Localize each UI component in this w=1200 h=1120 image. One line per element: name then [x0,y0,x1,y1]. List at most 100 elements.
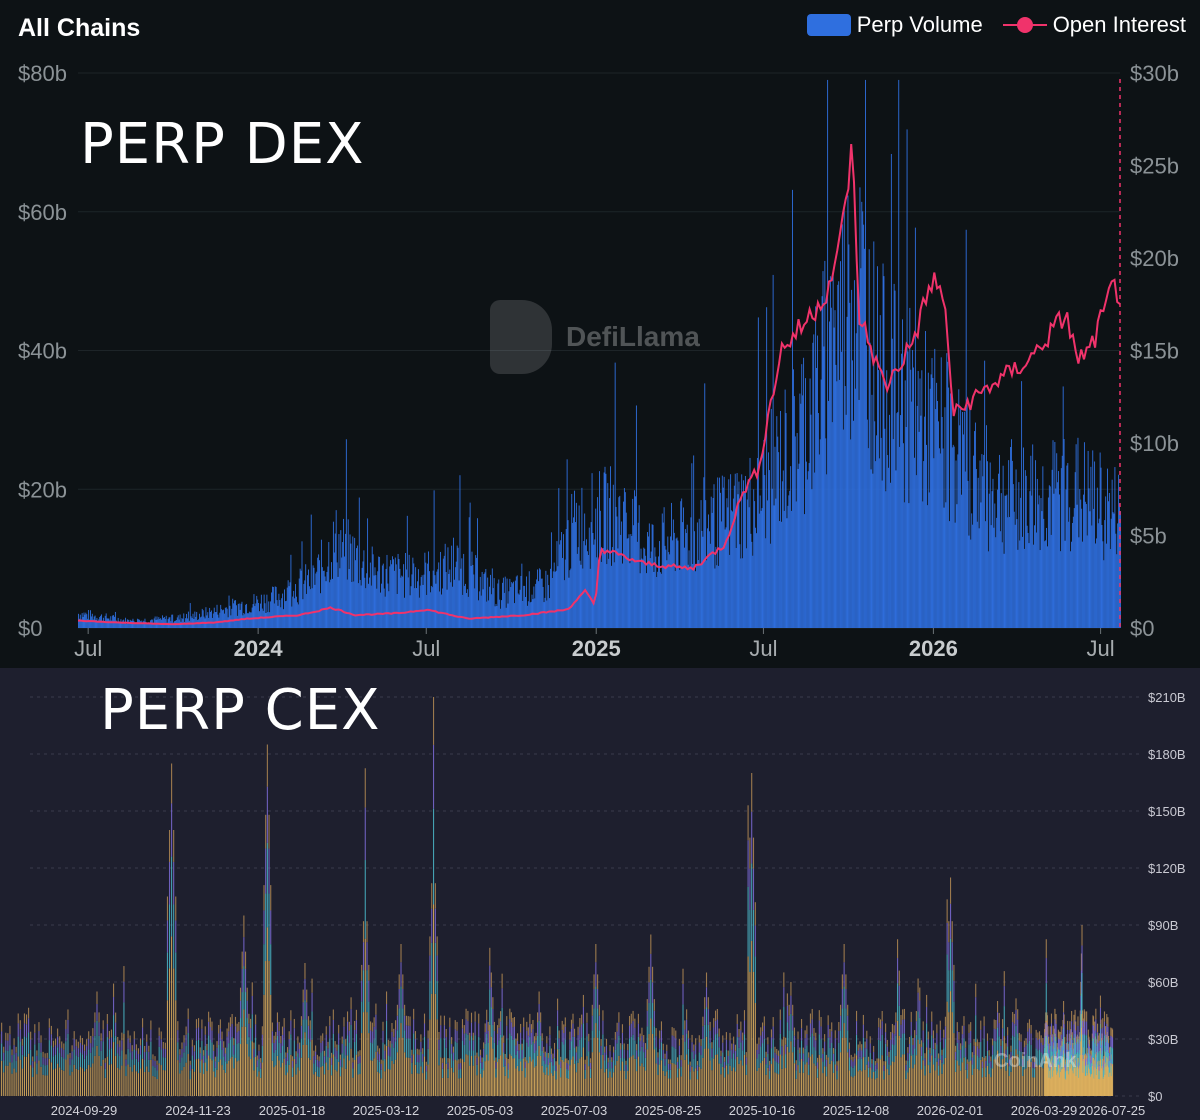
perp-volume-bar [406,515,408,628]
volume-bar-segment [438,1049,440,1066]
volume-bar-segment [630,1013,632,1024]
volume-bar-segment [268,893,270,962]
volume-bar-segment [572,1023,574,1037]
volume-bar-segment [270,885,272,911]
perp-volume-bar [123,619,125,628]
volume-bar-segment [801,1018,803,1029]
perp-volume-bar [256,595,258,628]
volume-bar-segment [666,1044,668,1051]
perp-volume-bar [497,583,499,628]
volume-bar-segment [971,1057,973,1065]
volume-bar-segment [11,1062,13,1074]
volume-bar-segment [813,1063,815,1096]
volume-bar-segment [772,1017,774,1027]
volume-bar-segment [1091,1073,1093,1096]
volume-bar-segment [749,837,751,869]
volume-bar-segment [57,1047,59,1064]
perp-volume-bar [97,620,99,628]
volume-bar-segment [591,1030,593,1053]
volume-bar-segment [292,1067,294,1077]
volume-bar-segment [546,1067,548,1096]
perp-volume-bar [1117,523,1119,628]
perp-volume-bar [1047,497,1049,628]
volume-bar-segment [1079,1054,1081,1096]
volume-bar-segment [605,1045,608,1055]
volume-bar-segment [769,1079,771,1096]
volume-bar-segment [864,1041,866,1049]
volume-bar-segment [332,1019,334,1034]
perp-volume-bar [439,591,441,628]
volume-bar-segment [1032,1077,1034,1096]
volume-bar-segment [168,861,171,905]
volume-bar-segment [318,1076,320,1096]
perp-volume-bar [807,471,809,628]
volume-bar-segment [1035,1037,1037,1049]
volume-bar-segment [520,1032,522,1045]
volume-bar-segment [912,1044,914,1055]
volume-bar-segment [1017,1033,1019,1055]
volume-bar-segment [1094,1053,1096,1068]
volume-bar-segment [61,1041,63,1049]
volume-bar-segment [148,1051,150,1060]
volume-bar-segment [3,1046,5,1053]
volume-bar-segment [816,1068,819,1078]
perp-volume-bar [1083,494,1084,628]
volume-bar-segment [850,1076,852,1096]
legend-item-open-interest[interactable]: Open Interest [1002,12,1186,38]
perp-volume-bar [1103,560,1105,628]
volume-bar-segment [1056,1049,1058,1058]
volume-bar-segment [657,1064,659,1076]
perp-volume-bar [1035,532,1037,628]
volume-bar-segment [939,1020,941,1030]
volume-bar-segment [1075,1054,1077,1060]
volume-bar-segment [164,1042,166,1050]
volume-bar-segment [15,1052,17,1061]
perp-volume-bar [163,617,165,628]
volume-bar-segment [1074,1033,1076,1055]
perp-volume-bar [907,351,909,628]
volume-bar-segment [1065,1043,1067,1050]
volume-bar-segment [963,1057,965,1096]
volume-bar-segment [357,1056,359,1064]
volume-bar-segment [988,1063,990,1075]
volume-bar-segment [1015,1049,1017,1096]
perp-volume-bar [655,556,657,628]
perp-volume-bar [586,539,587,628]
volume-bar-segment [873,1071,875,1096]
volume-bar-segment [1058,1064,1060,1096]
perp-volume-bar [246,603,248,628]
volume-bar-segment [67,1019,69,1034]
volume-bar-segment [213,1071,215,1096]
perp-volume-bar [89,619,90,628]
volume-bar-segment [762,1031,764,1044]
perp-volume-bar [457,547,459,628]
volume-bar-segment [540,1012,542,1023]
volume-bar-segment [924,1053,926,1059]
volume-bar-segment [1109,1061,1111,1073]
volume-bar-segment [1102,1018,1104,1028]
volume-bar-segment [1042,1038,1044,1046]
volume-bar-segment [515,1068,517,1096]
perp-volume-bar [897,411,899,628]
volume-bar-segment [509,1019,511,1034]
volume-bar-segment [106,1036,108,1057]
volume-bar-segment [476,1052,478,1058]
volume-bar-segment [183,1052,185,1067]
perp-volume-bar [1072,516,1074,628]
perp-volume-bar [165,615,167,628]
volume-bar-segment [1083,1040,1085,1059]
perp-volume-bar [82,617,84,628]
perp-volume-bar [728,479,730,628]
volume-bar-segment [1091,1055,1093,1063]
volume-bar-segment [160,1031,162,1040]
volume-bar-segment [886,1046,888,1056]
volume-bar-segment [1092,1038,1095,1058]
perp-volume-bar [366,573,368,628]
volume-bar-segment [79,1035,81,1043]
perp-volume-bar [604,466,606,628]
legend-item-perp-volume[interactable]: Perp Volume [806,12,983,38]
volume-bar-segment [1099,1065,1101,1071]
volume-bar-segment [315,1051,317,1060]
volume-bar-segment [602,1010,604,1021]
volume-bar-segment [193,1045,195,1052]
